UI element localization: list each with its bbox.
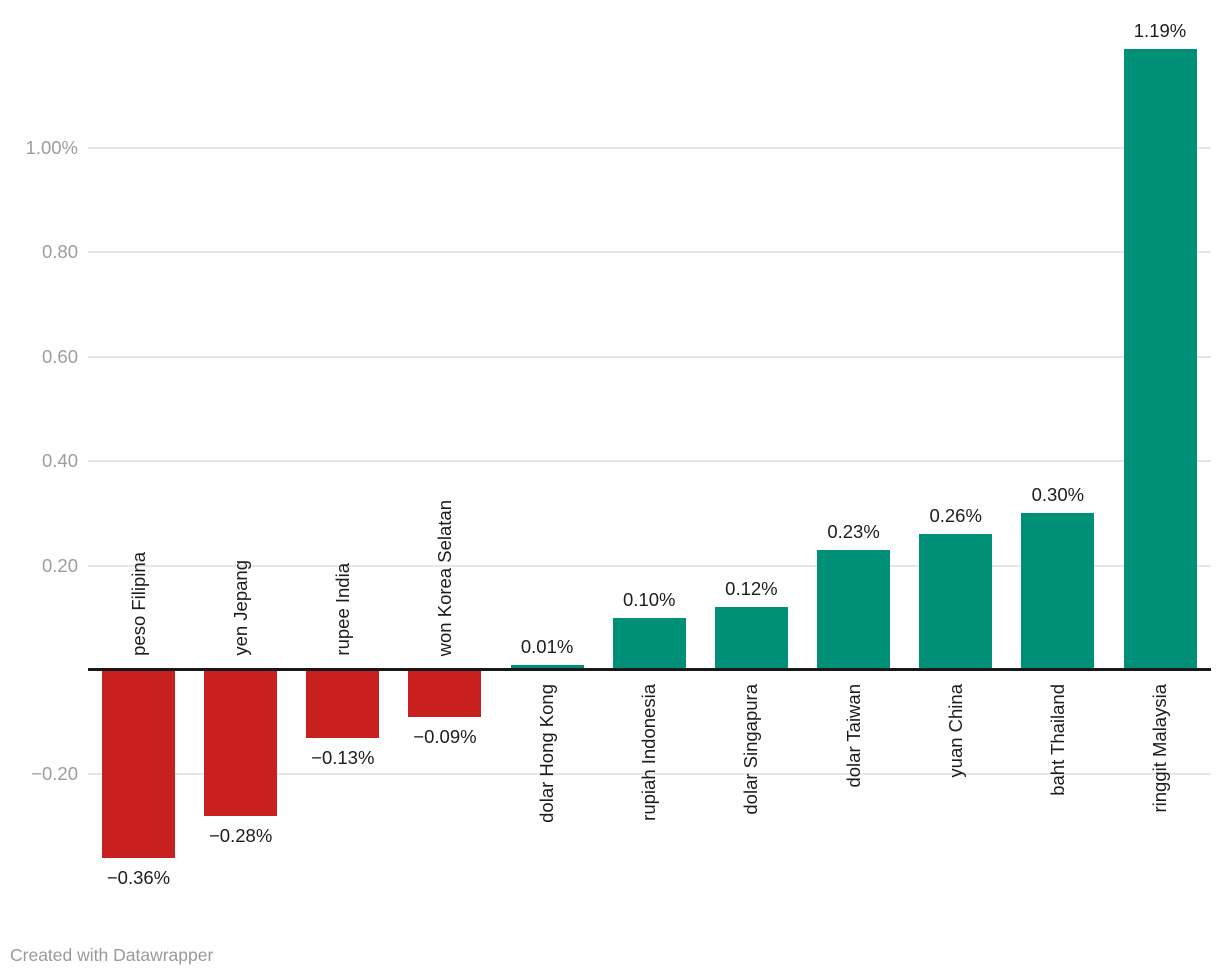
category-label-yen-jepang: yen Jepang	[229, 560, 251, 656]
value-label-yuan-china: 0.26%	[929, 505, 982, 527]
y-tick-label: 0.20	[41, 554, 78, 576]
category-label-dolar-singapura: dolar Singapura	[740, 684, 762, 815]
y-tick-label: 1.00%	[25, 137, 78, 158]
y-tick-label: 0.80	[41, 241, 78, 263]
datawrapper-credit-link[interactable]: Created with Datawrapper	[10, 945, 214, 965]
category-label-rupee-india: rupee India	[331, 563, 353, 656]
category-label-ringgit-malaysia: ringgit Malaysia	[1149, 684, 1170, 813]
bar-baht-thailand	[1021, 513, 1095, 670]
x-axis-line	[88, 668, 1211, 671]
bar-rupee-india	[306, 670, 380, 738]
value-label-won-korea-selatan: −0.09%	[413, 725, 477, 747]
value-label-peso-filipina: −0.36%	[106, 866, 171, 888]
y-tick-label: −0.20	[31, 763, 78, 785]
value-label-dolar-taiwan: 0.23%	[827, 520, 880, 542]
value-label-ringgit-malaysia: 1.19%	[1133, 19, 1187, 41]
category-label-dolar-taiwan: dolar Taiwan	[842, 684, 864, 788]
value-label-dolar-hong-kong: 0.01%	[520, 635, 574, 657]
gridline	[88, 147, 1211, 149]
gridline	[88, 251, 1211, 254]
y-tick-label: 0.40	[41, 450, 78, 472]
bar-dolar-singapura	[714, 607, 788, 670]
bar-yen-jepang	[204, 670, 278, 817]
gridline	[88, 564, 1211, 567]
category-label-won-korea-selatan: won Korea Selatan	[433, 499, 455, 656]
category-label-dolar-hong-kong: dolar Hong Kong	[536, 684, 558, 823]
plot-area: 1.00% 0.80 0.60 0.40 0.20 −0.20 −0.36% peso Fil…	[25, 19, 1211, 888]
value-label-dolar-singapura: 0.12%	[725, 578, 778, 600]
category-label-peso-filipina: peso Filipina	[127, 552, 149, 656]
category-label-baht-thailand: baht Thailand	[1046, 684, 1068, 796]
gridline	[88, 773, 1211, 776]
value-label-rupiah-indonesia: 0.10%	[623, 588, 676, 610]
value-label-rupee-india: −0.13%	[311, 746, 375, 768]
bar-yuan-china	[919, 534, 993, 670]
value-label-baht-thailand: 0.30%	[1031, 484, 1085, 506]
gridline	[88, 460, 1211, 463]
bar-ringgit-malaysia	[1123, 48, 1197, 670]
bar-rupiah-indonesia	[612, 617, 686, 670]
category-label-rupiah-indonesia: rupiah Indonesia	[638, 684, 660, 821]
bar-peso-filipina	[102, 670, 175, 858]
bar-dolar-taiwan	[817, 549, 891, 670]
bar-won-korea-selatan	[408, 670, 482, 717]
y-tick-label: 0.60	[41, 345, 78, 367]
bar-dolar-hong-kong	[510, 664, 584, 670]
category-label-yuan-china: yuan China	[944, 684, 966, 778]
gridline	[88, 355, 1211, 358]
value-label-yen-jepang: −0.28%	[209, 825, 273, 847]
